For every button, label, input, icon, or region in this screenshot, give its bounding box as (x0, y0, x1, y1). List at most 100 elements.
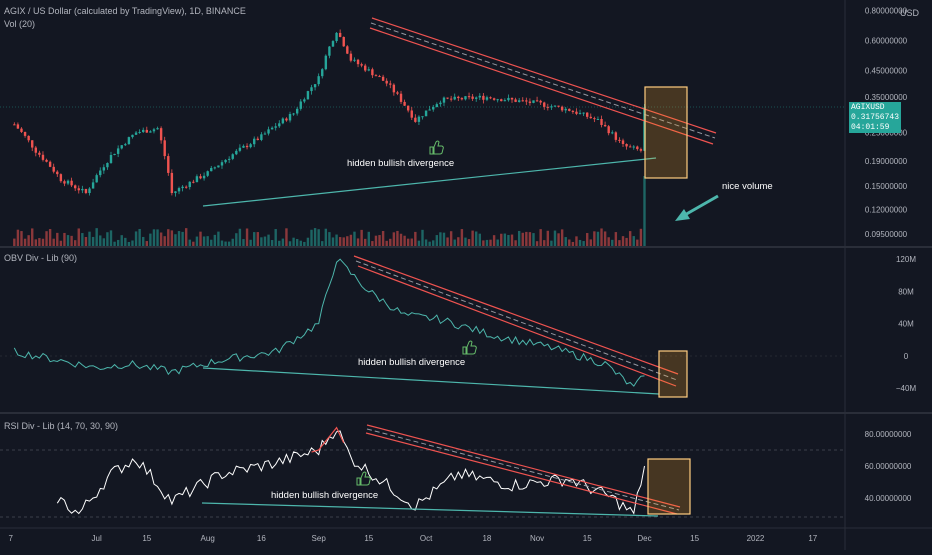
volume-bar (546, 230, 550, 246)
volume-bar (131, 240, 134, 246)
candle (586, 112, 589, 119)
volume-bar (389, 238, 392, 246)
candle (95, 173, 98, 183)
candle (192, 179, 195, 184)
volume-bar (13, 238, 16, 246)
candle (632, 145, 635, 150)
volume-bar (535, 241, 539, 246)
volume-bar (514, 240, 517, 246)
candle (249, 142, 252, 149)
volume-bar (639, 228, 643, 246)
volume-bar (260, 237, 263, 246)
candle (564, 106, 567, 114)
volume-bar (253, 232, 256, 246)
volume-bar (159, 232, 163, 246)
candle (16, 122, 20, 129)
candle (253, 136, 256, 148)
candle (102, 164, 106, 174)
volume-bar (539, 229, 542, 246)
volume-bar (449, 231, 453, 246)
volume-bar (313, 228, 317, 246)
volume-bar (102, 238, 106, 246)
volume-bar (346, 236, 349, 246)
candle (507, 94, 510, 102)
volume-bar (192, 241, 195, 246)
candle (593, 116, 596, 123)
time-tick-label: Jul (92, 534, 102, 543)
candle (34, 145, 38, 157)
thumbs-up-icon (356, 471, 371, 486)
time-tick-label: 7 (9, 534, 14, 543)
candle (48, 160, 52, 168)
volume-bar (586, 233, 589, 246)
candle (167, 153, 170, 176)
candle (295, 106, 299, 116)
candle (188, 181, 191, 190)
volume-bar (267, 234, 270, 246)
time-tick-label: Sep (312, 534, 327, 543)
time-tick-label: Oct (420, 534, 433, 543)
volume-bar (210, 239, 213, 246)
candle (145, 126, 149, 133)
candle (281, 117, 285, 125)
volume-bar (70, 235, 73, 246)
volume-bar (184, 228, 188, 246)
volume-bar (281, 238, 285, 246)
candle (267, 126, 270, 136)
price-tick-label: 0.15000000 (865, 182, 908, 191)
candle (489, 96, 492, 100)
highlight-box-obv (658, 350, 688, 398)
candle (177, 186, 181, 195)
candle (578, 109, 582, 115)
volume-bar (364, 238, 367, 246)
volume-bar (249, 239, 252, 246)
hidden-bullish-label-obv: hidden bullish divergence (358, 357, 465, 368)
candle (149, 130, 152, 133)
time-tick-label: 2022 (747, 534, 765, 543)
obv-pane-title: OBV Div - Lib (90) (4, 253, 78, 263)
symbol-price-tag: AGIXUSD (849, 102, 901, 113)
rsi-trendline-channel (365, 424, 681, 515)
volume-bar (324, 228, 328, 246)
volume-bar (59, 240, 63, 246)
candle (618, 137, 621, 143)
candle (159, 126, 163, 144)
candle (614, 131, 618, 143)
candle (349, 50, 353, 63)
highlight-box-price (644, 86, 688, 179)
volume-bar (571, 241, 575, 246)
candle (142, 127, 145, 133)
candle (81, 185, 84, 194)
candle (256, 136, 259, 141)
obv-tick-label: 0 (904, 352, 909, 361)
volume-bar (274, 229, 277, 246)
axes: 0.80000000 0.60000000 0.45000000 0.35000000… (9, 6, 917, 543)
candle (317, 73, 320, 87)
countdown-tag: 04:01:59 (849, 122, 901, 133)
candle (184, 185, 188, 189)
volume-bar (328, 232, 331, 246)
volume-bar (442, 232, 446, 246)
volume-bar (399, 233, 403, 246)
candle (460, 97, 464, 101)
candle (235, 149, 238, 156)
candle (478, 93, 481, 101)
volume-bar (396, 230, 399, 246)
volume-bar (41, 238, 45, 246)
obv-tick-label: 80M (898, 287, 914, 296)
candle (299, 99, 302, 111)
candle (421, 116, 424, 120)
volume-bar (134, 231, 138, 246)
volume-bar (517, 230, 521, 246)
candle (535, 96, 539, 102)
price-tick-label: 0.45000000 (865, 67, 908, 76)
candle (525, 97, 528, 105)
volume-bar (106, 232, 109, 246)
candle (138, 129, 141, 134)
thumbs-up-icon (429, 140, 444, 155)
candle (124, 142, 127, 147)
price-divergence-line (202, 157, 657, 207)
volume-bar (99, 235, 102, 246)
time-tick-label: Nov (530, 534, 544, 543)
volume-bar (596, 231, 600, 246)
